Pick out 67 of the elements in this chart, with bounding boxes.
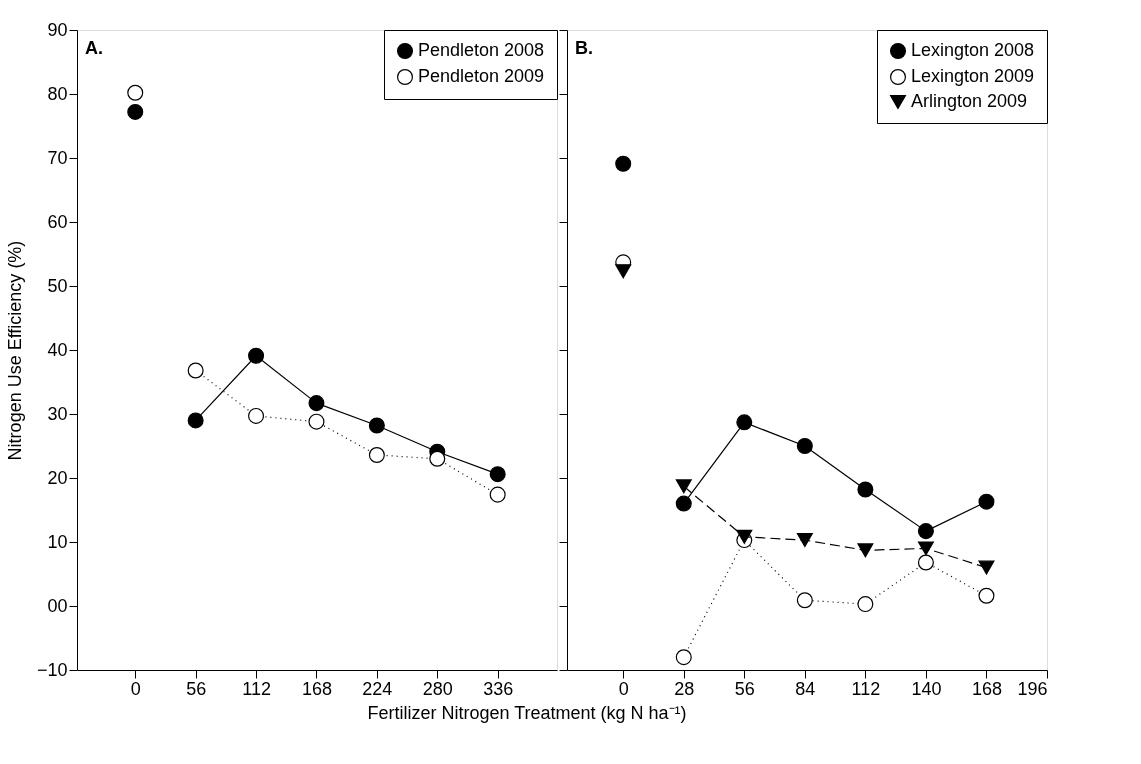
point <box>489 486 506 503</box>
legend-label: Lexington 2009 <box>911 66 1035 86</box>
legend-label: Arlington 2009 <box>911 91 1028 111</box>
point <box>978 493 995 510</box>
annotation: A. <box>85 38 103 58</box>
point <box>917 554 934 571</box>
point <box>736 529 753 544</box>
y-tick-label: 40 <box>47 339 68 360</box>
x-tick-label: 336 <box>483 678 514 699</box>
point <box>796 533 813 548</box>
x-tick-label: 112 <box>242 678 271 699</box>
y-tick-label: 90 <box>47 19 68 40</box>
point <box>796 438 813 454</box>
point <box>615 155 632 172</box>
point <box>675 495 692 512</box>
point <box>857 481 874 498</box>
y-axis-title: Nitrogen Use Efficiency (%) <box>4 240 25 461</box>
x-tick-label: 168 <box>301 678 332 699</box>
y-tick-label: −10 <box>36 659 68 680</box>
x-tick-label: 56 <box>734 678 755 699</box>
point <box>978 587 995 604</box>
y-tick-label: 50 <box>47 275 68 296</box>
x-tick-label: 0 <box>618 678 629 699</box>
point <box>736 414 753 431</box>
point <box>308 395 325 412</box>
point <box>127 84 144 101</box>
x-tick-label: 196 <box>1017 678 1048 699</box>
x-axis-title: Fertilizer Nitrogen Treatment (kg N ha⁻¹) <box>367 702 687 723</box>
y-tick-label: 20 <box>47 467 68 488</box>
x-tick-label: 168 <box>971 678 1002 699</box>
legend-label: Pendleton 2008 <box>418 40 545 60</box>
point <box>368 446 385 463</box>
point <box>978 560 995 575</box>
y-tick-label: 00 <box>47 595 68 616</box>
x-tick-label: 56 <box>186 678 207 699</box>
y-tick-label: 70 <box>47 147 68 168</box>
x-tick-label: 28 <box>674 678 695 699</box>
x-tick-label: 140 <box>911 678 942 699</box>
x-tick-label: 280 <box>422 678 453 699</box>
point <box>127 103 144 120</box>
legend-label: Lexington 2008 <box>911 40 1035 60</box>
annotation: B. <box>575 38 593 58</box>
point <box>368 417 385 434</box>
x-tick-label: 224 <box>362 678 393 699</box>
point <box>429 450 446 467</box>
point <box>857 596 874 613</box>
point <box>187 412 204 429</box>
point <box>857 543 874 558</box>
point <box>917 523 934 540</box>
point <box>248 347 265 364</box>
point <box>615 264 632 279</box>
point <box>917 541 934 556</box>
x-tick-label: 112 <box>851 678 881 699</box>
y-tick-label: 80 <box>47 83 68 104</box>
point <box>675 479 692 494</box>
point <box>675 649 692 666</box>
x-tick-label: 84 <box>795 678 816 699</box>
point <box>796 592 813 609</box>
point <box>187 362 204 379</box>
point <box>308 413 325 430</box>
y-tick-label: 60 <box>47 211 68 232</box>
y-tick-label: 10 <box>47 531 68 552</box>
point <box>489 466 506 483</box>
legend-label: Pendleton 2009 <box>418 66 545 86</box>
point <box>248 407 265 424</box>
y-tick-label: 30 <box>47 403 68 424</box>
x-tick-label: 0 <box>130 678 141 699</box>
